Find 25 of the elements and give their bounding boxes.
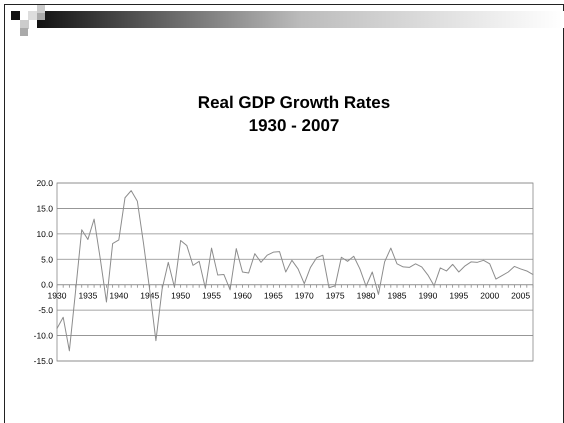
chart-title: Real GDP Growth Rates 1930 - 2007 bbox=[198, 93, 390, 135]
y-tick-label: 0.0 bbox=[41, 280, 54, 290]
x-tick-label: 2000 bbox=[480, 290, 500, 301]
y-tick-label: 15.0 bbox=[36, 203, 54, 214]
y-tick-label: -5.0 bbox=[38, 305, 54, 316]
x-tick-label: 1935 bbox=[78, 290, 98, 301]
y-tick-label: 5.0 bbox=[41, 254, 54, 264]
x-tick-label: 1965 bbox=[264, 290, 284, 301]
y-tick-label: -10.0 bbox=[34, 330, 54, 341]
x-tick-label: 1990 bbox=[418, 290, 438, 301]
y-tick-label: 20.0 bbox=[36, 178, 54, 188]
x-tick-label: 1950 bbox=[171, 290, 190, 301]
x-tick-label: 1980 bbox=[356, 290, 376, 301]
x-tick-label: 1970 bbox=[294, 290, 314, 301]
x-tick-label: 1945 bbox=[140, 290, 160, 301]
x-tick-label: 1995 bbox=[449, 290, 469, 301]
x-tick-label: 1985 bbox=[388, 290, 407, 301]
x-tick-label: 1940 bbox=[109, 290, 129, 301]
x-tick-label: 1955 bbox=[202, 290, 222, 301]
y-tick-label: -15.0 bbox=[34, 356, 54, 366]
x-tick-label: 1960 bbox=[232, 290, 252, 301]
y-tick-label: 10.0 bbox=[36, 228, 54, 239]
x-tick-label: 1975 bbox=[326, 290, 345, 301]
x-tick-label: 1930 bbox=[48, 290, 67, 301]
x-tick-label: 2005 bbox=[511, 290, 530, 301]
